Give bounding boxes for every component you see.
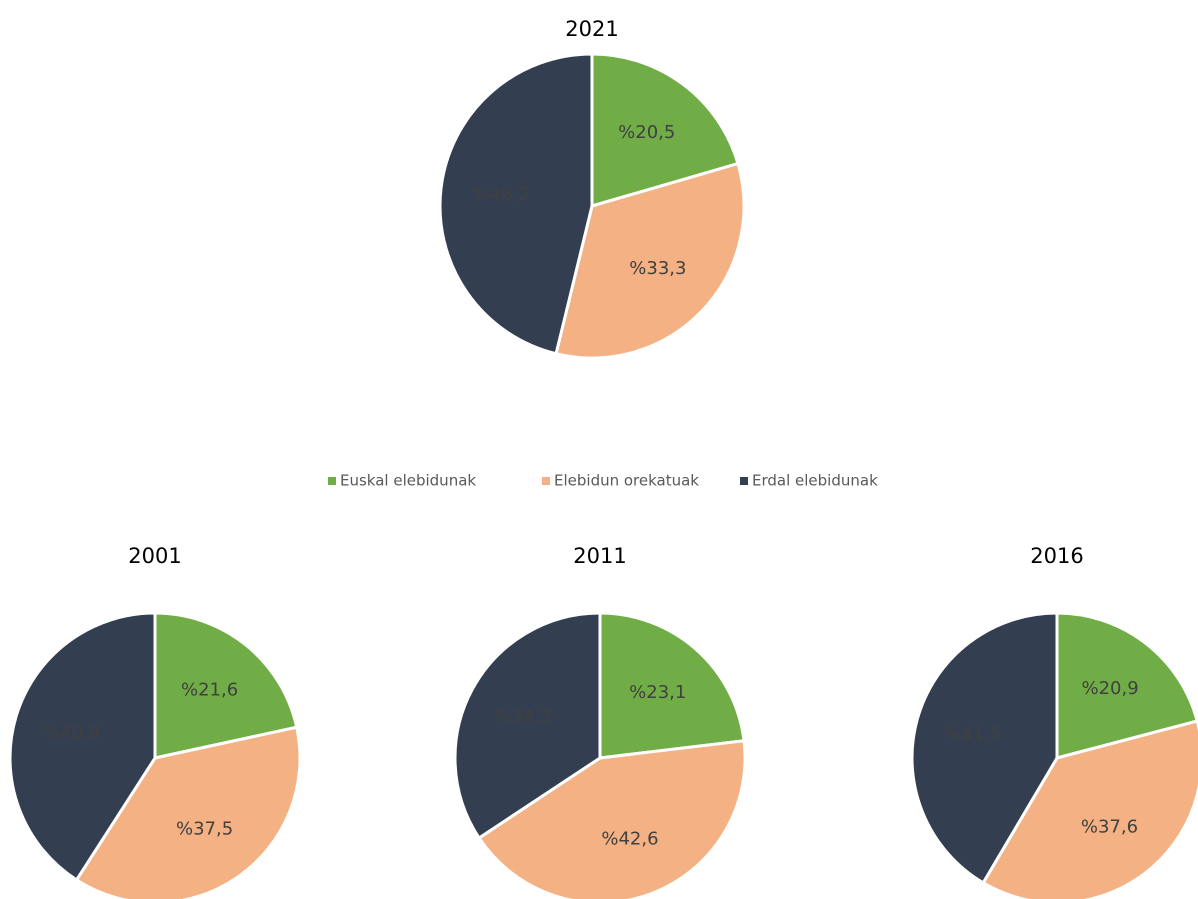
pie-slice xyxy=(598,611,746,760)
data-label: %40,9 xyxy=(43,722,100,743)
pie-slice xyxy=(153,611,299,760)
data-label: %37,6 xyxy=(1081,816,1138,837)
pie-slice xyxy=(8,611,157,883)
data-label: %37,5 xyxy=(176,818,233,839)
data-label: %21,6 xyxy=(181,679,238,700)
data-label: %20,5 xyxy=(618,122,675,143)
data-label: %34,3 xyxy=(495,706,552,727)
pie-slice xyxy=(590,52,740,208)
legend-label: Elebidun orekatuak xyxy=(554,472,699,490)
legend-swatch xyxy=(328,477,336,485)
data-label: %41,5 xyxy=(944,724,1001,745)
pie-slice xyxy=(438,52,594,356)
legend-label: Erdal elebidunak xyxy=(752,472,878,490)
legend-label: Euskal elebidunak xyxy=(340,472,476,490)
chart-title: 2021 xyxy=(565,17,618,41)
data-label: %20,9 xyxy=(1082,678,1139,699)
pie-slice xyxy=(453,611,602,841)
legend-swatch xyxy=(740,477,748,485)
pie-slice xyxy=(910,611,1059,885)
chart-title: 2001 xyxy=(128,544,181,568)
data-label: %46,2 xyxy=(473,184,530,205)
pie-slice xyxy=(554,161,746,360)
pie-slice xyxy=(1055,611,1198,760)
chart-title: 2016 xyxy=(1030,544,1083,568)
pie-slice xyxy=(476,739,747,899)
data-label: %23,1 xyxy=(629,682,686,703)
chart-title: 2011 xyxy=(573,544,626,568)
data-label: %33,3 xyxy=(629,258,686,279)
pie-slice xyxy=(74,725,302,899)
legend-swatch xyxy=(542,477,550,485)
pie-slice xyxy=(981,719,1198,899)
data-label: %42,6 xyxy=(601,829,658,850)
